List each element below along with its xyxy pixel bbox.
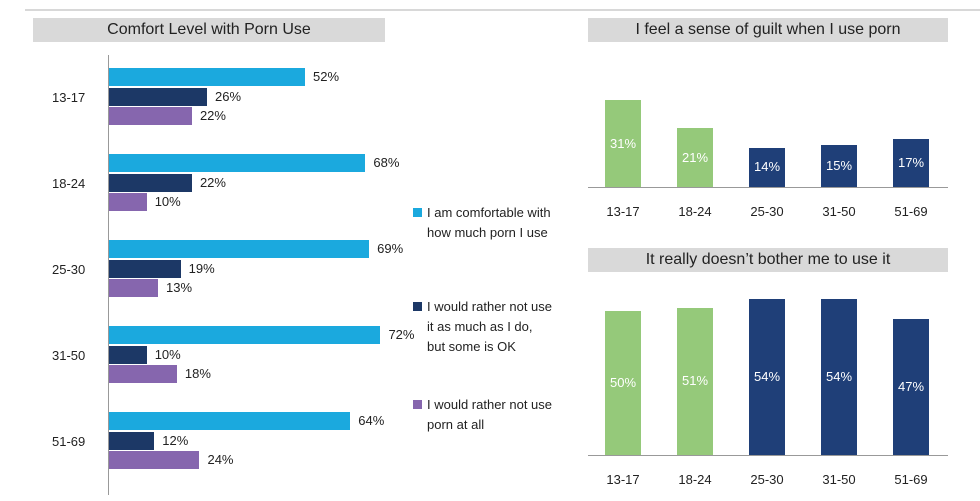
bar [893,319,929,455]
bar [109,412,351,430]
category-label: 51-69 [894,472,928,487]
bar [109,431,155,450]
bar [109,193,147,211]
data-label: 10% [154,194,181,209]
chart-title-no-bother: It really doesn’t bother me to use it [588,248,948,272]
bar [605,310,641,455]
legend-swatch [413,302,422,311]
bar [109,326,381,344]
data-label: 52% [313,69,340,84]
data-label: 17% [897,155,925,171]
category-label: 18-24 [52,176,86,191]
category-label: 13-17 [606,204,640,219]
bar [109,279,158,297]
category-label: 18-24 [678,472,712,487]
data-label: 51% [681,373,709,389]
x-axis-no-bother [588,455,948,456]
bar [109,154,366,172]
bar [749,298,785,455]
bar [109,173,192,192]
data-label: 47% [897,379,925,395]
data-label: 54% [753,368,781,384]
data-label: 31% [609,135,637,151]
data-label: 19% [188,260,215,276]
bar [821,298,857,455]
data-label: 13% [166,280,193,295]
bar [677,307,713,455]
category-label: 25-30 [52,262,86,277]
chart-title-comfort: Comfort Level with Porn Use [33,18,385,42]
legend-swatch [413,400,422,409]
bar [605,100,641,187]
bar [109,365,177,383]
category-label: 13-17 [606,472,640,487]
legend-item-rather-not-at-all: I would rather not use porn at all [413,395,553,435]
data-label: 69% [377,241,404,256]
category-label: 51-69 [52,434,86,449]
bar [109,240,370,258]
bar [109,107,192,125]
bar [677,128,713,187]
data-label: 72% [388,327,415,342]
data-label: 22% [199,108,226,123]
bar [893,139,929,187]
bar [109,345,147,364]
category-label: 31-50 [822,472,856,487]
data-label: 15% [825,158,853,173]
data-label: 10% [154,346,181,362]
data-label: 68% [373,155,400,170]
data-label: 12% [162,432,189,448]
data-label: 14% [753,159,781,175]
legend-swatch [413,208,422,217]
bar [749,147,785,187]
data-label: 54% [825,368,853,384]
chart-title-guilt: I feel a sense of guilt when I use porn [588,18,948,42]
legend-item-comfortable: I am comfortable with how much porn I us… [413,203,553,243]
category-label: 31-50 [52,348,86,363]
bar [109,87,208,106]
bar [109,68,306,86]
data-label: 26% [215,88,242,104]
data-label: 50% [609,374,637,390]
bar [821,145,857,187]
bar [109,451,200,469]
data-label: 22% [199,174,226,190]
y-axis [108,55,109,495]
legend-item-rather-not-some-ok: I would rather not use it as much as I d… [413,297,553,357]
category-label: 31-50 [822,204,856,219]
data-label: 64% [358,413,385,428]
x-axis-guilt [588,187,948,188]
category-label: 25-30 [750,204,784,219]
divider [25,9,980,11]
category-label: 13-17 [52,90,86,105]
data-label: 18% [184,366,211,381]
category-label: 25-30 [750,472,784,487]
category-label: 18-24 [678,204,712,219]
data-label: 24% [207,452,234,467]
bar [109,259,181,278]
category-label: 51-69 [894,204,928,219]
data-label: 21% [681,149,709,165]
